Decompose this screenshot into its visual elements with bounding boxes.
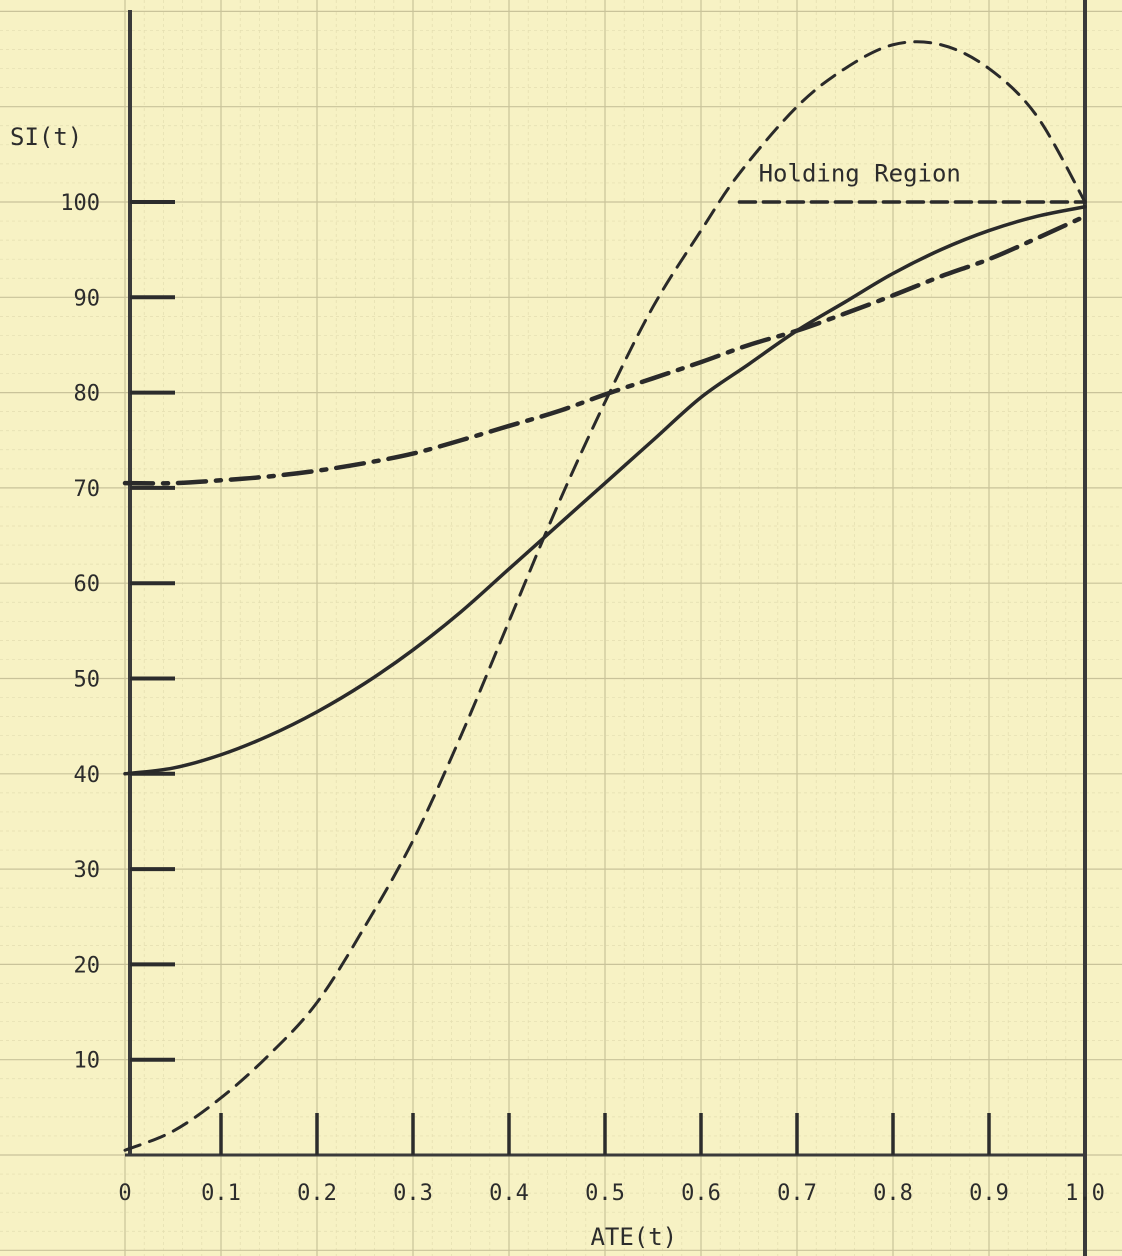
x-tick-label: 0.3 — [393, 1181, 433, 1206]
ticks: 10 20 30 40 50 60 70 80 90 100 0 0.1 0.2 0.3 0.4 0.5 0.6… — [60, 191, 1105, 1206]
y-tick-label: 70 — [74, 477, 101, 502]
x-tick-label: 0.6 — [681, 1181, 721, 1206]
series — [122, 40, 1088, 1152]
y-tick-label: 60 — [74, 572, 101, 597]
x-tick-label: 0.5 — [585, 1181, 625, 1206]
x-tick-label: 1.0 — [1065, 1181, 1105, 1206]
y-tick-label: 10 — [74, 1049, 101, 1074]
y-tick-label: 20 — [74, 953, 101, 978]
y-tick-label: 80 — [74, 382, 101, 407]
series-line-dashed — [123, 40, 1087, 1152]
series-line-solid — [123, 205, 1087, 776]
y-tick-label: 100 — [60, 191, 100, 216]
x-tick-label: 0.4 — [489, 1181, 529, 1206]
y-tick-label: 50 — [74, 668, 101, 693]
y-tick-label: 30 — [74, 858, 101, 883]
x-tick-label: 0 — [118, 1181, 131, 1206]
y-tick-label: 90 — [74, 286, 101, 311]
x-tick-label: 0.7 — [777, 1181, 817, 1206]
y-axis-label: SI(t) — [10, 123, 82, 151]
x-tick-label: 0.1 — [201, 1181, 241, 1206]
y-tick-label: 40 — [74, 763, 101, 788]
holding-region-annotation: Holding Region — [759, 159, 961, 187]
x-tick-label: 0.2 — [297, 1181, 337, 1206]
x-tick-label: 0.9 — [969, 1181, 1009, 1206]
x-tick-label: 0.8 — [873, 1181, 913, 1206]
x-axis-label: ATE(t) — [590, 1223, 677, 1251]
series-line-dash-dot — [122, 214, 1088, 486]
